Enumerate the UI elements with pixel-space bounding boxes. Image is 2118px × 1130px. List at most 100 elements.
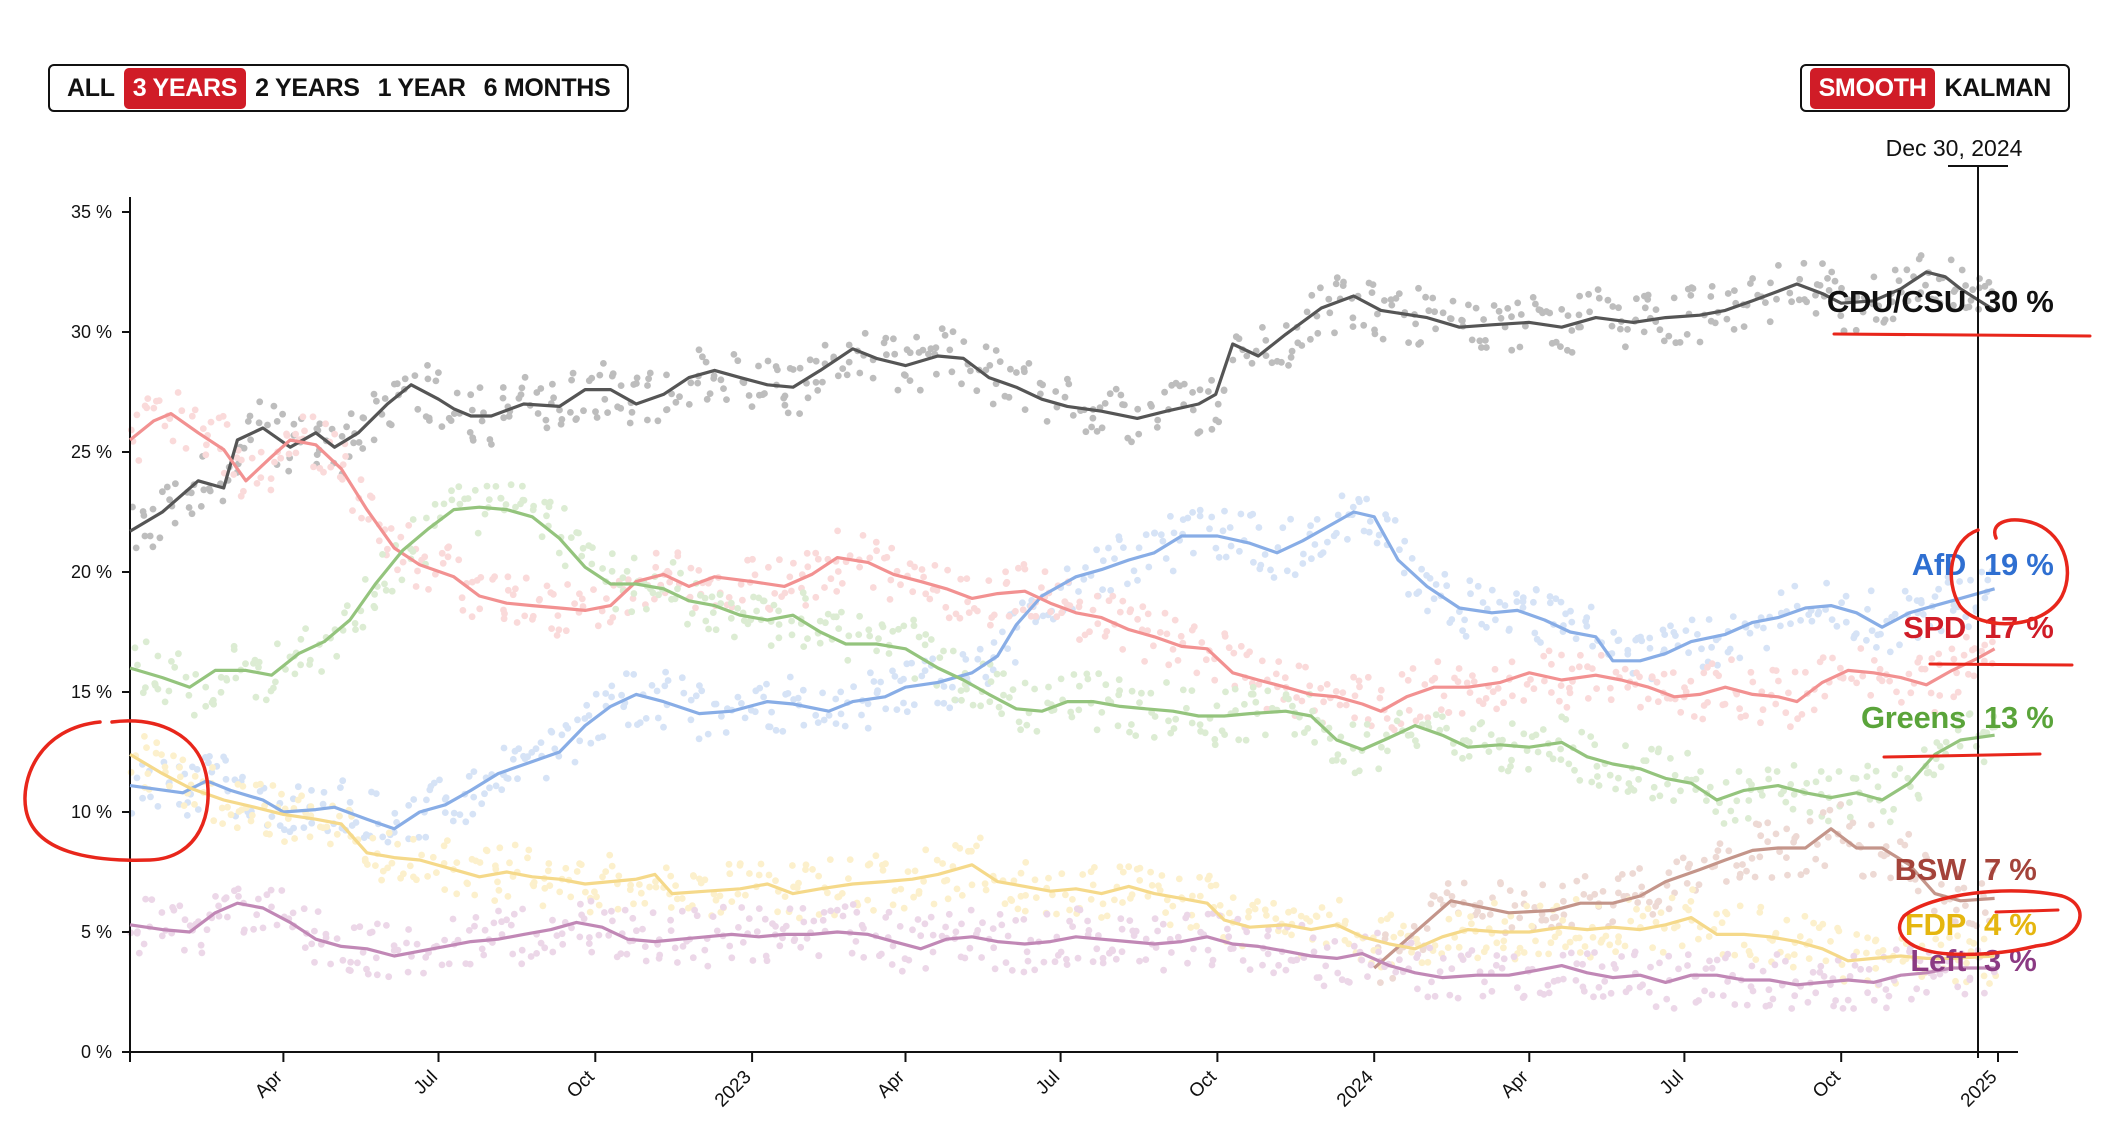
poll-dot (234, 447, 242, 454)
poll-dot (1017, 726, 1024, 734)
poll-dot (150, 404, 158, 412)
poll-dot (1609, 303, 1617, 310)
poll-dot (1962, 902, 1969, 909)
poll-dot (1246, 966, 1254, 973)
poll-dot (585, 940, 593, 947)
poll-dot (547, 589, 555, 596)
poll-dot (1424, 958, 1432, 966)
poll-dot (1250, 558, 1257, 566)
poll-dot (580, 407, 587, 415)
annotation-circle-left (23, 719, 210, 862)
poll-dot (1879, 808, 1887, 815)
poll-dot (1863, 636, 1870, 644)
poll-dot (1022, 892, 1029, 899)
poll-dot (718, 712, 725, 720)
range-6-months-button[interactable]: 6 MONTHS (483, 73, 611, 102)
poll-dot (1857, 645, 1865, 652)
poll-dot (1963, 959, 1970, 967)
poll-dot (1641, 304, 1649, 312)
poll-dot (1708, 283, 1716, 290)
poll-dot (350, 439, 357, 447)
poll-dot (1627, 917, 1635, 925)
poll-dot (1962, 282, 1969, 289)
poll-dot (796, 914, 803, 922)
poll-dot (1758, 791, 1766, 799)
poll-dot (970, 605, 978, 612)
poll-dot (135, 457, 143, 464)
poll-dot (1039, 381, 1046, 389)
poll-dot (604, 409, 611, 416)
poll-dot (542, 774, 550, 782)
poll-dot (1443, 724, 1450, 732)
poll-dot (1731, 951, 1739, 959)
poll-dot (1609, 918, 1617, 925)
poll-dot (1076, 906, 1084, 914)
poll-dot (1615, 933, 1622, 941)
poll-dot (327, 840, 334, 848)
poll-dot (302, 625, 309, 632)
poll-dot (595, 901, 603, 909)
poll-dot (1728, 656, 1735, 664)
poll-dot (883, 351, 890, 359)
series-value-label: 7 % (1984, 852, 2037, 887)
poll-dot (815, 872, 822, 880)
poll-dot (1422, 293, 1429, 301)
poll-dot (1824, 833, 1832, 841)
poll-dot (1037, 390, 1044, 398)
poll-dot (1914, 634, 1922, 641)
poll-dot (1256, 565, 1264, 573)
poll-dot (630, 590, 638, 597)
poll-dot (480, 951, 488, 959)
poll-dot (1306, 682, 1314, 690)
range-all-button[interactable]: ALL (67, 73, 115, 102)
range-2-years-button[interactable]: 2 YEARS (255, 73, 360, 102)
poll-dot (986, 362, 994, 369)
poll-dot (1351, 714, 1358, 722)
poll-dot (1259, 324, 1266, 331)
poll-dot (1229, 894, 1237, 901)
poll-dot (1867, 691, 1875, 699)
mode-kalman-button[interactable]: KALMAN (1944, 73, 2051, 102)
poll-dot (554, 612, 562, 619)
poll-dot (1549, 755, 1557, 763)
poll-dot (699, 353, 706, 361)
poll-dot (1112, 385, 1120, 393)
poll-dot (799, 589, 807, 597)
poll-dot (1338, 976, 1346, 984)
poll-dot (655, 954, 663, 962)
poll-dot (506, 859, 513, 867)
poll-dot (144, 395, 152, 402)
poll-dot (323, 823, 331, 831)
poll-dot (662, 864, 670, 872)
poll-dot (1174, 657, 1182, 664)
poll-dot (1469, 725, 1477, 733)
poll-dot (1837, 801, 1845, 808)
poll-dot (1235, 736, 1243, 744)
date-cursor[interactable]: Dec 30, 2024 (1886, 135, 2023, 1058)
poll-dot (666, 578, 674, 586)
range-1-year-button[interactable]: 1 YEAR (377, 73, 466, 102)
poll-dot (652, 883, 660, 891)
poll-dot (432, 377, 440, 385)
poll-dot (695, 567, 703, 574)
poll-dot (203, 926, 211, 934)
poll-dot (1309, 934, 1317, 942)
poll-dot (756, 684, 764, 692)
poll-dot (1950, 288, 1958, 295)
poll-dot (370, 390, 378, 398)
poll-dot (1819, 654, 1827, 661)
poll-dot (1157, 531, 1165, 539)
poll-dot (745, 915, 753, 922)
mode-smooth-button[interactable]: SMOOTH (1809, 67, 1936, 109)
poll-dot (299, 413, 307, 421)
poll-dot (945, 614, 953, 622)
range-3-years-button[interactable]: 3 YEARS (123, 67, 247, 109)
poll-dot (1740, 941, 1748, 949)
poll-dot (1076, 636, 1083, 643)
poll-dot (420, 969, 427, 977)
poll-dot (1066, 602, 1074, 609)
poll-dot (489, 575, 496, 583)
poll-dot (1520, 890, 1528, 897)
poll-dot (1002, 568, 1009, 576)
poll-dot (1746, 629, 1754, 637)
